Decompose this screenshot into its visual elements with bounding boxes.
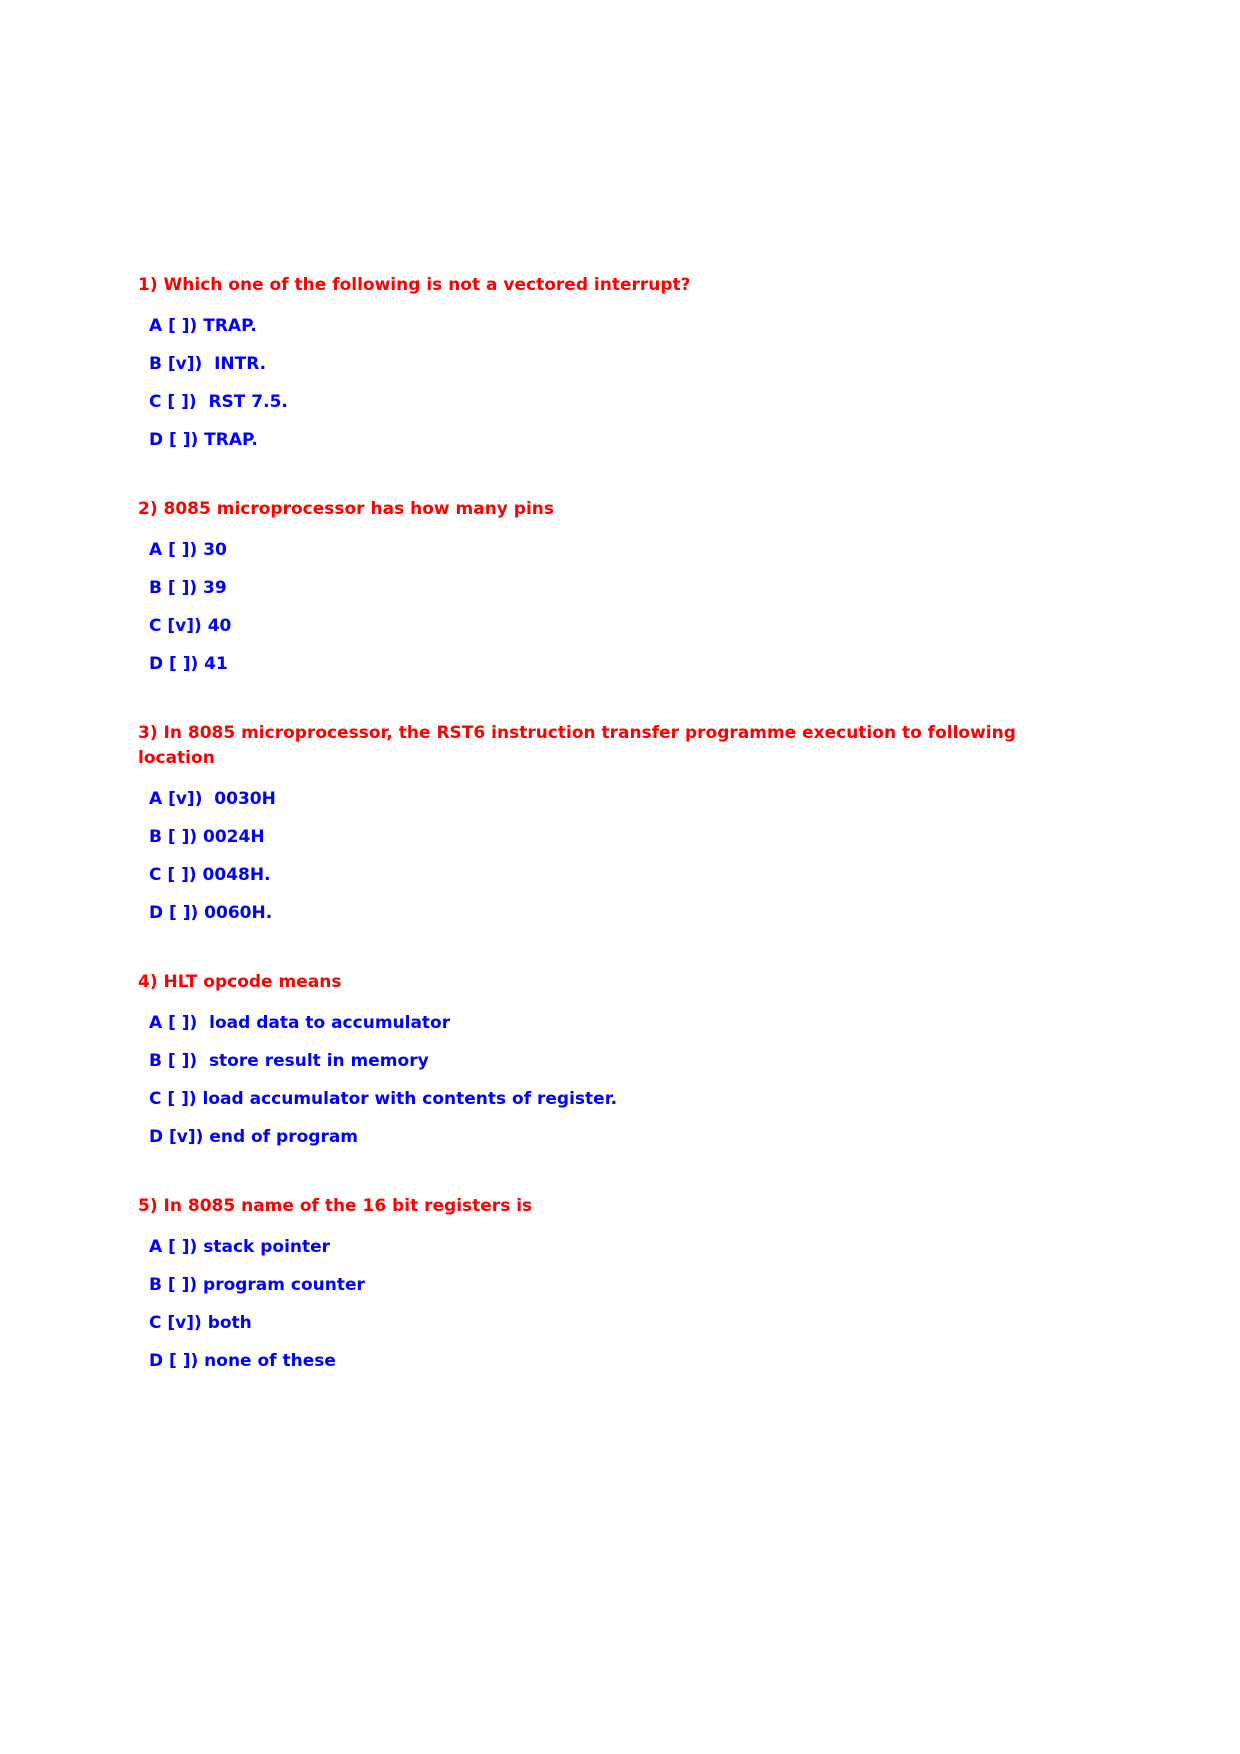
- answer-option-c: C [ ]) 0048H.: [149, 865, 271, 885]
- answer-option-b: B [v]) INTR.: [149, 354, 267, 374]
- answer-option-d: D [ ]) none of these: [149, 1351, 336, 1371]
- question-block-5: 5) In 8085 name of the 16 bit registers …: [138, 1194, 1118, 1371]
- answer-option-b: B [ ]) 39: [149, 578, 227, 598]
- answer-option-a: A [ ]) TRAP.: [149, 316, 257, 336]
- questions-list: 1) Which one of the following is not a v…: [138, 273, 1118, 1418]
- question-title-text: 1) Which one of the following is not a v…: [138, 275, 691, 295]
- question-title-text: 2) 8085 microprocessor has how many pins: [138, 499, 555, 519]
- question-title-text: 3) In 8085 microprocessor, the RST6 inst…: [138, 723, 1016, 743]
- answer-option-a: A [ ]) 30: [149, 540, 227, 560]
- answer-option-c: C [ ]) load accumulator with contents of…: [149, 1089, 618, 1109]
- answer-option-a: A [ ]) stack pointer: [149, 1237, 331, 1257]
- answer-option-c: C [ ]) RST 7.5.: [149, 392, 288, 412]
- answer-option-b: B [ ]) 0024H: [149, 827, 265, 847]
- answer-option-a: A [v]) 0030H: [149, 789, 276, 809]
- question-title-text: 4) HLT opcode means: [138, 972, 342, 992]
- question-title: 4) HLT opcode means: [138, 970, 1118, 995]
- question-title-text-line2: location: [138, 748, 215, 768]
- question-block-1: 1) Which one of the following is not a v…: [138, 273, 1118, 450]
- question-block-4: 4) HLT opcode means A [ ]) load data to …: [138, 970, 1118, 1147]
- answer-option-d: D [v]) end of program: [149, 1127, 359, 1147]
- question-block-3: 3) In 8085 microprocessor, the RST6 inst…: [138, 721, 1118, 923]
- question-title: 5) In 8085 name of the 16 bit registers …: [138, 1194, 1118, 1219]
- question-block-2: 2) 8085 microprocessor has how many pins…: [138, 497, 1118, 674]
- answer-option-b: B [ ]) program counter: [149, 1275, 365, 1295]
- answer-option-c: C [v]) both: [149, 1313, 252, 1333]
- answer-option-a: A [ ]) load data to accumulator: [149, 1013, 451, 1033]
- answer-option-d: D [ ]) 0060H.: [149, 903, 273, 923]
- answer-option-d: D [ ]) TRAP.: [149, 430, 258, 450]
- answer-option-c: C [v]) 40: [149, 616, 232, 636]
- question-title: 1) Which one of the following is not a v…: [138, 273, 1118, 298]
- answer-option-d: D [ ]) 41: [149, 654, 228, 674]
- question-title: 2) 8085 microprocessor has how many pins: [138, 497, 1118, 522]
- answer-option-b: B [ ]) store result in memory: [149, 1051, 429, 1071]
- question-title-text: 5) In 8085 name of the 16 bit registers …: [138, 1196, 533, 1216]
- question-title: 3) In 8085 microprocessor, the RST6 inst…: [138, 721, 1118, 771]
